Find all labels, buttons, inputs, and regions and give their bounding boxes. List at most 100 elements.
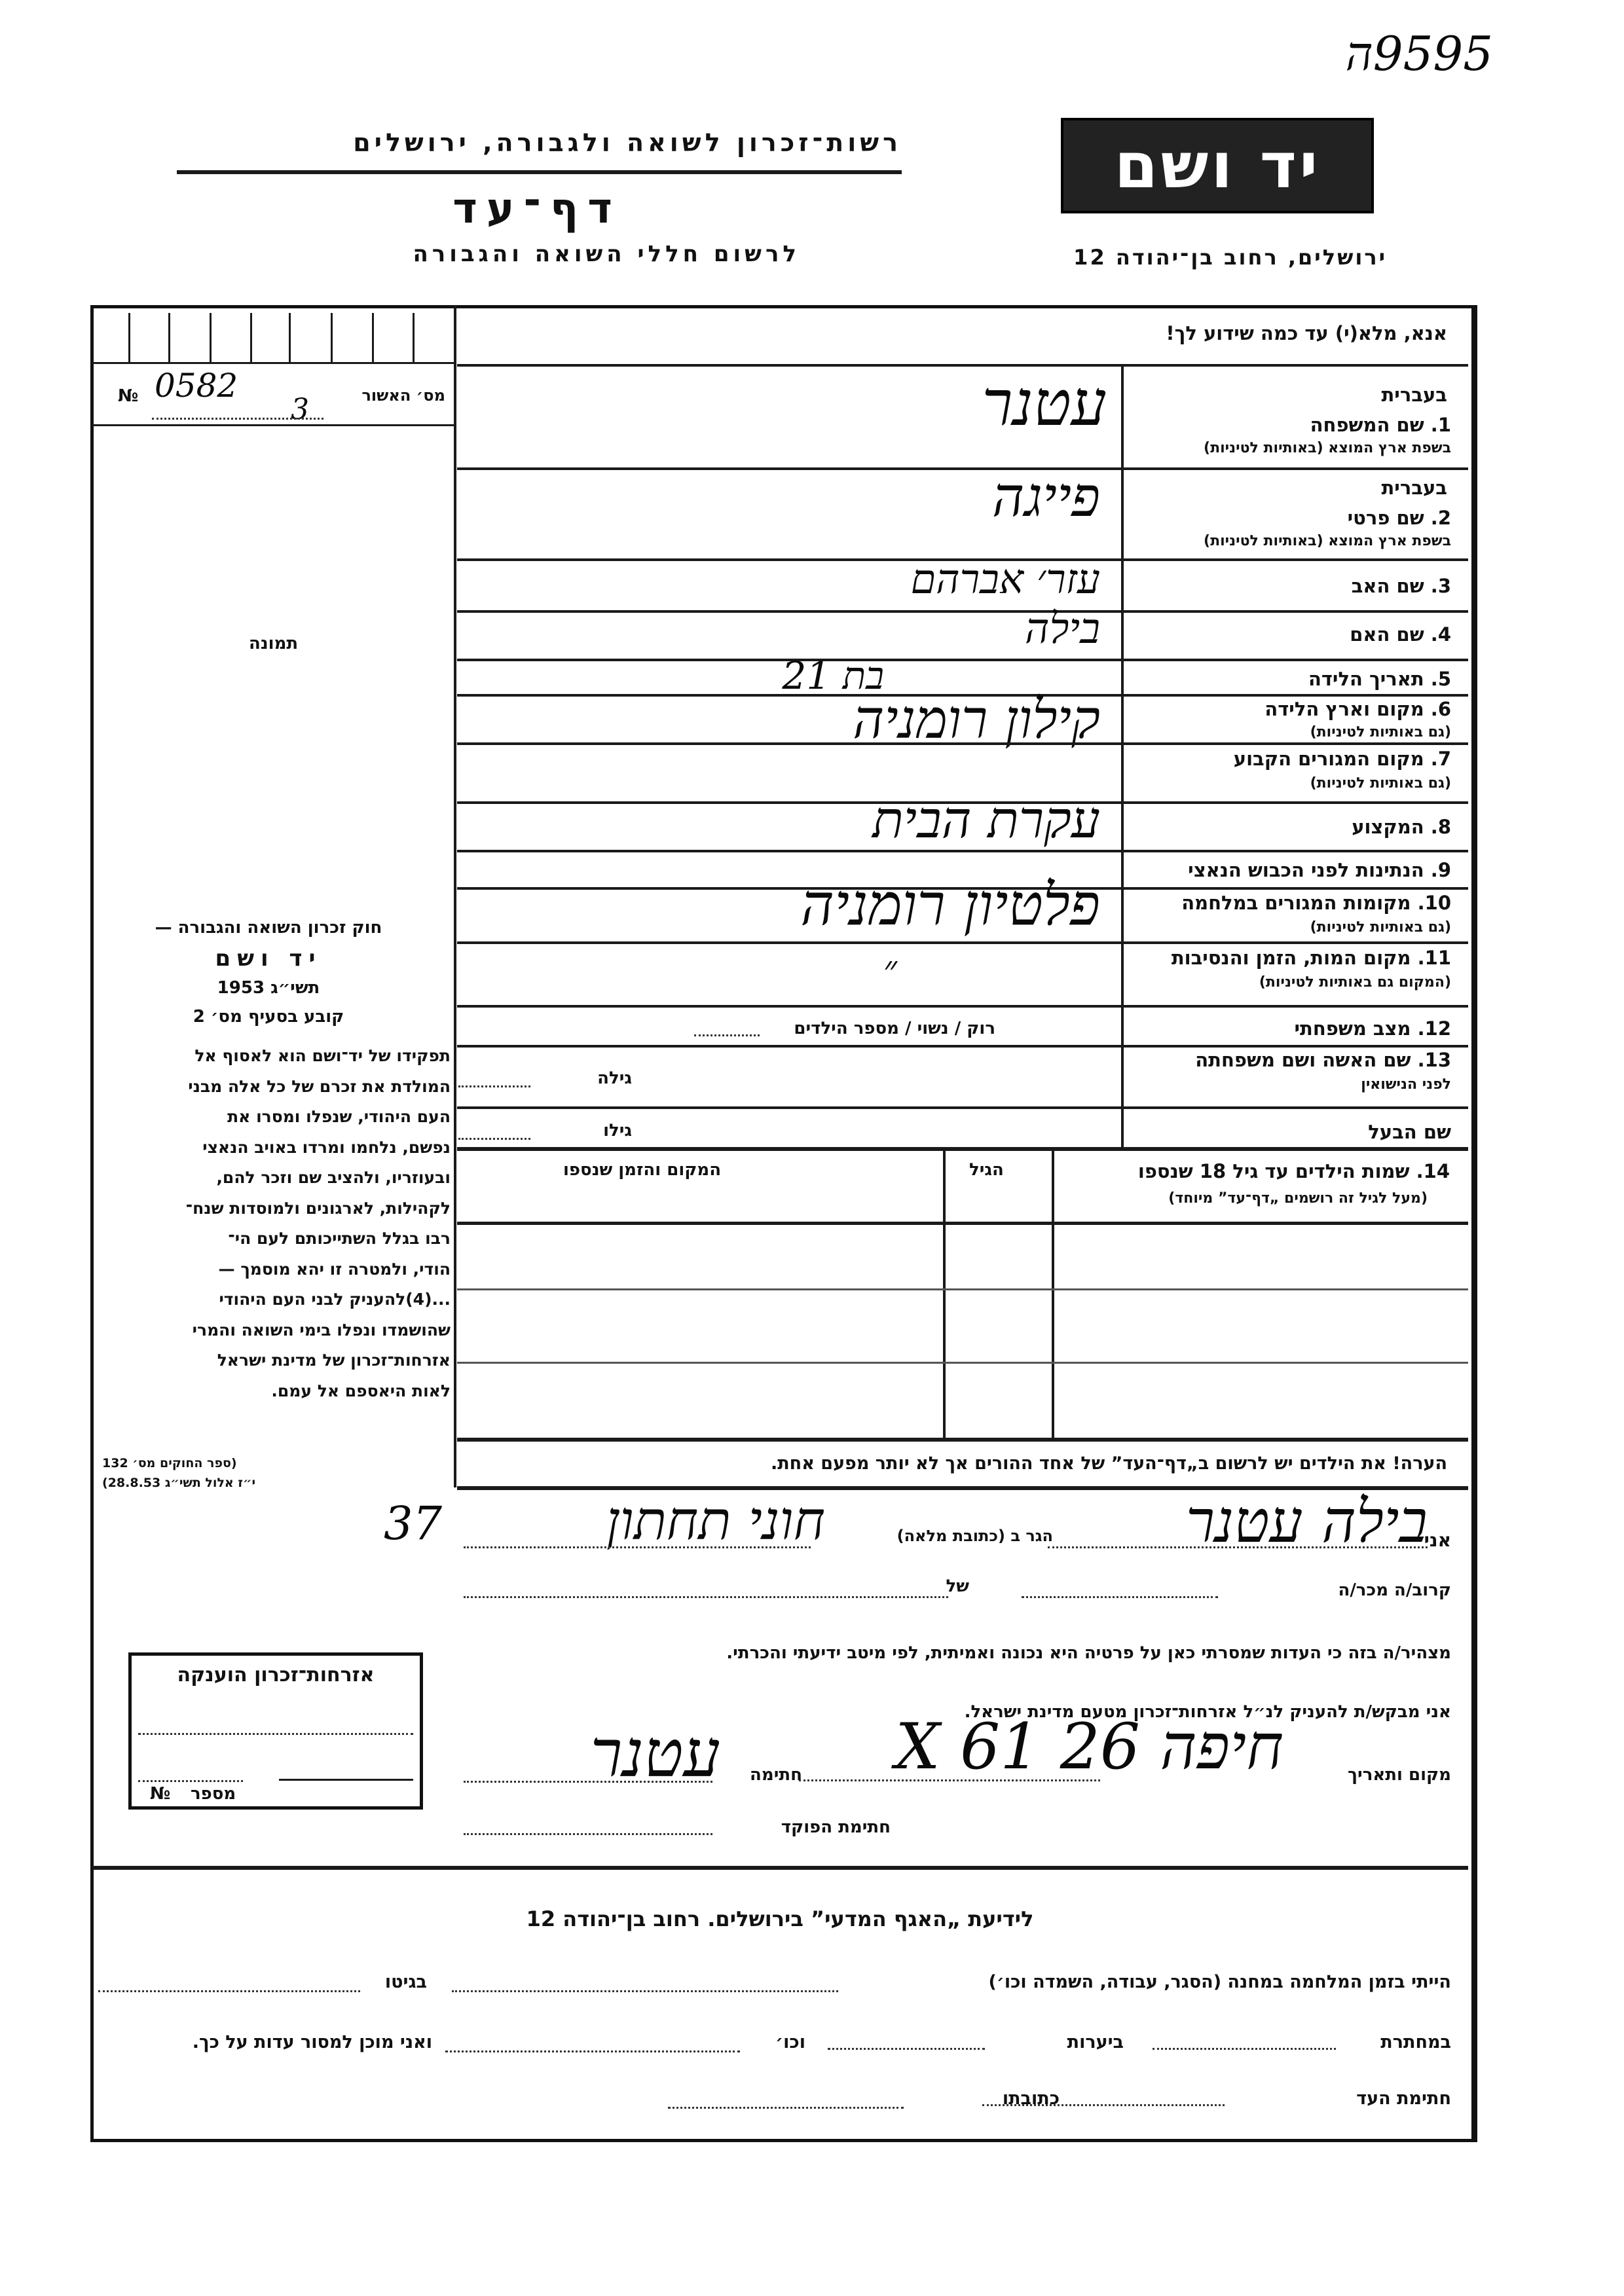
- place-date-label: מקום ותאריך: [1348, 1765, 1451, 1785]
- table-divider: [1052, 1151, 1054, 1439]
- law-line: רבו בגלל השתייכותם לעם הי־: [228, 1229, 451, 1248]
- divider: [457, 364, 1468, 367]
- column-divider: [454, 305, 456, 1487]
- field-sub-residence: (גם באותיות לטיניות): [1310, 775, 1451, 792]
- field-label-wartime-residence: 10. מקומות המגורים במלחמה: [1181, 892, 1451, 914]
- law-name: יד ושם: [215, 945, 322, 972]
- field-label-mother: 4. שם האם: [1350, 623, 1451, 646]
- citizenship-stamp-box: אזרחות־זכרון הוענקה מספר №: [128, 1652, 423, 1810]
- photo-label: תמונה: [249, 634, 299, 653]
- approval-label: מס׳ האשור: [361, 386, 445, 405]
- field-sub-first-name: בשפת ארץ המוצא (באותיות לטיניות): [1204, 533, 1451, 549]
- field-label-father: 3. שם האב: [1351, 575, 1451, 597]
- table-divider: [943, 1151, 946, 1439]
- of-label: של: [946, 1576, 969, 1596]
- value-birth-date: בת 21: [782, 653, 884, 698]
- hebrew-label: בעברית: [1381, 384, 1448, 406]
- value-profession: עקרת הבית: [872, 791, 1100, 850]
- label-column-divider: [1121, 364, 1124, 1150]
- value-father: עזר׳ אברהם: [910, 555, 1100, 603]
- declarant-name: בילה עטנר: [1185, 1487, 1428, 1556]
- stamp-no-sign: №: [150, 1784, 171, 1804]
- law-source-2: י״ז אלול תשי״ג 28.8.53): [102, 1476, 256, 1490]
- underground-label: במחתרת: [1380, 2032, 1451, 2052]
- approval-suffix: 3: [291, 393, 309, 426]
- ghetto-label: בגיטו: [384, 1972, 427, 1992]
- marital-options: רוק / נשוי / מספר הילדים: [794, 1019, 995, 1038]
- value-birth-place: קילון רומניה: [853, 689, 1100, 751]
- law-line: לאות היאספם אל עמם.: [271, 1381, 451, 1400]
- archive-number: 9595ה: [1345, 26, 1493, 81]
- field-label-husband: שם הבעל: [1368, 1121, 1451, 1143]
- form-frame: [90, 305, 1477, 2142]
- camp-text: הייתי בזמן המלחמה במחנה (הסגר, עבודה, הש…: [988, 1972, 1451, 1992]
- law-line: אזרחות־זכרון של מדינת ישראל: [217, 1351, 451, 1370]
- page-title: דף־עד: [452, 185, 621, 233]
- value-mother: בילה: [1024, 605, 1100, 653]
- page-subtitle: לרשום חללי השואה והגבורה: [413, 241, 800, 267]
- law-clause: קובע בסעיף מס׳ 2: [193, 1007, 344, 1027]
- instruction: אנא, מלא(י) עד כמה שידוע לך!: [1166, 322, 1447, 344]
- husband-age-label: גילו: [603, 1121, 632, 1140]
- stamp-number-label: מספר: [191, 1784, 236, 1804]
- children-label: 14. שמות הילדים עד גיל 18 שנספו: [1137, 1160, 1450, 1182]
- approval-no-sign: №: [118, 386, 139, 406]
- signature-label: חתימה: [750, 1765, 802, 1785]
- law-line: שהושמדו ונפלו בימי השואה והמרי: [192, 1320, 451, 1339]
- value-first-name: פייגה: [991, 465, 1100, 529]
- field-label-profession: 8. המקצוע: [1352, 816, 1451, 838]
- field-label-birth-date: 5. תאריך הלידה: [1308, 668, 1451, 690]
- field-sub-wartime-residence: (גם באותיות לטיניות): [1310, 919, 1451, 936]
- declaration-statement: מצהיר/ה בזה כי העדות שמסרתי כאן על פרטיה…: [726, 1643, 1451, 1663]
- law-line: המולדת את זכרם של כל אלה מבני: [188, 1076, 451, 1096]
- field-label-death: 11. מקום המות, הזמן והנסיבות: [1171, 947, 1451, 969]
- hebrew-label-2: בעברית: [1381, 477, 1448, 499]
- field-label-nationality: 9. הנתינות לפני הכבוש הנאצי: [1188, 859, 1451, 881]
- children-age-header: הגיל: [969, 1160, 1004, 1180]
- address: ירושלים, רחוב בן־יהודה 12: [1073, 245, 1387, 270]
- approval-number: 0582: [155, 367, 238, 405]
- law-line: נפשם, נלחמו ומרדו באויב הנאצי: [202, 1137, 451, 1157]
- children-sub: (מעל לגיל זה רושמים „דף־עד” מיוחד): [1168, 1190, 1428, 1207]
- value-family-name: עטנר: [982, 367, 1107, 440]
- value-death: ״: [883, 948, 897, 991]
- address-label: הגר ב (כתובת מלאה): [896, 1527, 1053, 1545]
- field-sub-birth-place: (גם באותיות לטיניות): [1310, 724, 1451, 740]
- law-source-1: (ספר החוקים מס׳ 132: [102, 1456, 237, 1470]
- field-label-first-name: 2. שם פרטי: [1347, 507, 1451, 529]
- etc-label: וכו׳: [775, 2032, 805, 2052]
- organization-name: רשות־זכרון לשואה ולגבורה, ירושלים: [353, 128, 902, 157]
- law-text: תפקידו של יד־ושם הוא לאסוף אל המולדת את …: [97, 1041, 451, 1406]
- forests-label: ביערות: [1067, 2032, 1124, 2052]
- section-divider: [92, 1866, 1468, 1870]
- law-line: ...(4)להעניק לבני העם היהודי: [219, 1290, 451, 1309]
- declarant-address: חוני תחתון: [606, 1490, 825, 1552]
- bottom-title: לידיעת „האגף המדעי” בירושלים. רחוב בן־יה…: [526, 1906, 1034, 1931]
- field-label-residence: 7. מקום המגורים הקבוע: [1233, 748, 1451, 770]
- wife-age-label: גילה: [597, 1068, 632, 1088]
- children-note: הערה! את הילדים יש לרשום ב„דף־העד” של אח…: [770, 1453, 1447, 1474]
- i-label: אני: [1424, 1529, 1451, 1551]
- yad-vashem-logo: יד ושם: [1061, 118, 1374, 213]
- field-label-marital-status: 12. מצב משפחתי: [1294, 1017, 1452, 1040]
- place-date: חיפה 26 X 61: [895, 1710, 1283, 1783]
- witness-signature-label: חתימת העד: [1356, 2088, 1451, 2109]
- value-wartime-residence: פלטיון רומניה: [800, 871, 1100, 938]
- field-sub-family-name: בשפת ארץ המוצא (באותיות לטיניות): [1204, 440, 1451, 456]
- field-label-family-name: 1. שם המשפחה: [1310, 414, 1451, 436]
- field-sub-death: (המקום גם באותיות לטיניות): [1259, 974, 1451, 991]
- field-label-wife-name: 13. שם האשה ושם משפחתה: [1195, 1049, 1451, 1071]
- field-sub-wife-name: לפני הנישואין: [1361, 1076, 1451, 1093]
- law-year: תשי״ג 1953: [217, 978, 320, 998]
- field-label-birth-place: 6. מקום וארץ הלידה: [1264, 698, 1451, 720]
- signature: עטנר: [590, 1715, 720, 1792]
- stamp-title: אזרחות־זכרון הוענקה: [177, 1664, 375, 1686]
- law-line: תפקידו של יד־ושם הוא לאסוף אל: [194, 1046, 451, 1065]
- law-line: העם היהודי, שנפלו ומסרו את: [227, 1107, 451, 1126]
- logo-text: יד ושם: [1114, 129, 1321, 202]
- testimony-willing: ואני מוכן למסור עדות על כך.: [192, 2032, 432, 2052]
- margin-note: 37: [384, 1497, 443, 1550]
- official-signature-label: חתימת הפוקד: [781, 1817, 891, 1837]
- law-line: ובעוזריו, ולהציב שם וזכר להם,: [216, 1168, 451, 1187]
- children-place-header: המקום והזמן שנספו: [563, 1160, 722, 1180]
